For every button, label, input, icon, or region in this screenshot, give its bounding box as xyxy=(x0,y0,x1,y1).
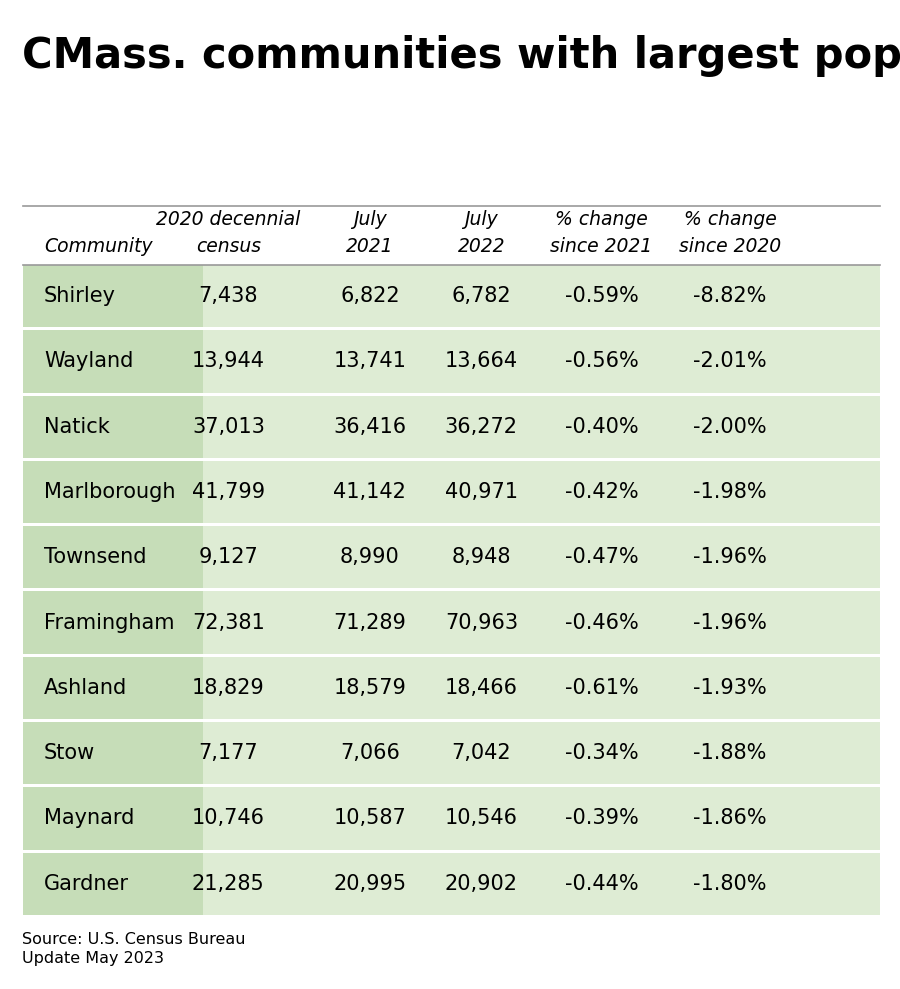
Bar xyxy=(22,461,880,523)
Text: -0.44%: -0.44% xyxy=(564,873,638,894)
Text: -0.42%: -0.42% xyxy=(564,482,638,502)
Text: Community: Community xyxy=(44,237,153,256)
Text: 21,285: 21,285 xyxy=(192,873,265,894)
Bar xyxy=(22,657,880,719)
Bar xyxy=(22,265,880,327)
Text: 7,438: 7,438 xyxy=(199,286,258,307)
Text: -1.96%: -1.96% xyxy=(693,612,767,633)
Text: -0.61%: -0.61% xyxy=(564,677,638,698)
Text: 18,579: 18,579 xyxy=(333,677,406,698)
Text: since 2021: since 2021 xyxy=(551,237,652,256)
Text: -0.40%: -0.40% xyxy=(564,416,638,437)
Text: 18,466: 18,466 xyxy=(445,677,518,698)
Text: 8,948: 8,948 xyxy=(452,547,511,568)
Text: -1.88%: -1.88% xyxy=(693,743,767,764)
Text: Shirley: Shirley xyxy=(44,286,116,307)
Text: -2.01%: -2.01% xyxy=(693,351,767,372)
Text: -1.93%: -1.93% xyxy=(693,677,767,698)
Bar xyxy=(22,722,880,784)
Text: -0.47%: -0.47% xyxy=(564,547,638,568)
Text: Natick: Natick xyxy=(44,416,110,437)
Text: CMass. communities with largest population loss: CMass. communities with largest populati… xyxy=(22,35,900,76)
Text: -1.80%: -1.80% xyxy=(693,873,767,894)
Text: % change: % change xyxy=(684,210,777,228)
Text: 13,944: 13,944 xyxy=(192,351,265,372)
Text: -8.82%: -8.82% xyxy=(693,286,767,307)
Text: July: July xyxy=(464,210,499,228)
Text: 13,741: 13,741 xyxy=(333,351,406,372)
Bar xyxy=(22,722,202,784)
Text: -1.98%: -1.98% xyxy=(693,482,767,502)
Text: 9,127: 9,127 xyxy=(199,547,258,568)
Text: Stow: Stow xyxy=(44,743,95,764)
Text: 10,587: 10,587 xyxy=(334,808,406,829)
Bar xyxy=(22,853,202,915)
Bar xyxy=(22,526,880,588)
Text: 36,272: 36,272 xyxy=(445,416,518,437)
Bar xyxy=(22,787,880,850)
Bar xyxy=(22,396,880,458)
Text: 6,822: 6,822 xyxy=(340,286,400,307)
Text: 41,142: 41,142 xyxy=(333,482,406,502)
Text: 20,902: 20,902 xyxy=(445,873,518,894)
Text: since 2020: since 2020 xyxy=(679,237,781,256)
Text: Source: U.S. Census Bureau
Update May 2023: Source: U.S. Census Bureau Update May 20… xyxy=(22,932,246,966)
Text: 37,013: 37,013 xyxy=(192,416,265,437)
Text: July: July xyxy=(353,210,387,228)
Text: 6,782: 6,782 xyxy=(452,286,511,307)
Text: 40,971: 40,971 xyxy=(445,482,518,502)
Text: -0.59%: -0.59% xyxy=(564,286,638,307)
Text: 2021: 2021 xyxy=(346,237,393,256)
Text: -1.96%: -1.96% xyxy=(693,547,767,568)
Text: 10,546: 10,546 xyxy=(445,808,518,829)
Text: 41,799: 41,799 xyxy=(192,482,265,502)
Text: -1.86%: -1.86% xyxy=(693,808,767,829)
Text: 2022: 2022 xyxy=(457,237,505,256)
Text: -0.46%: -0.46% xyxy=(564,612,638,633)
Bar xyxy=(22,591,202,654)
Text: Townsend: Townsend xyxy=(44,547,147,568)
Bar xyxy=(22,461,202,523)
Text: 20,995: 20,995 xyxy=(333,873,407,894)
Text: 13,664: 13,664 xyxy=(445,351,518,372)
Text: Framingham: Framingham xyxy=(44,612,175,633)
Bar xyxy=(22,657,202,719)
Text: 72,381: 72,381 xyxy=(192,612,265,633)
Text: Wayland: Wayland xyxy=(44,351,133,372)
Bar xyxy=(22,396,202,458)
Text: -0.56%: -0.56% xyxy=(564,351,638,372)
Text: 36,416: 36,416 xyxy=(333,416,407,437)
Text: -0.34%: -0.34% xyxy=(564,743,638,764)
Text: 7,177: 7,177 xyxy=(199,743,258,764)
Bar xyxy=(22,591,880,654)
Bar xyxy=(22,853,880,915)
Text: Maynard: Maynard xyxy=(44,808,134,829)
Bar xyxy=(22,787,202,850)
Bar xyxy=(22,265,202,327)
Text: % change: % change xyxy=(555,210,648,228)
Text: 10,746: 10,746 xyxy=(192,808,265,829)
Bar xyxy=(22,330,202,393)
Text: 71,289: 71,289 xyxy=(333,612,406,633)
Text: 8,990: 8,990 xyxy=(340,547,400,568)
Text: 70,963: 70,963 xyxy=(445,612,518,633)
Text: census: census xyxy=(196,237,261,256)
Text: -2.00%: -2.00% xyxy=(693,416,767,437)
Text: -0.39%: -0.39% xyxy=(564,808,638,829)
Text: Marlborough: Marlborough xyxy=(44,482,176,502)
Bar xyxy=(22,526,202,588)
Text: Ashland: Ashland xyxy=(44,677,127,698)
Text: 2020 decennial: 2020 decennial xyxy=(157,210,301,228)
Text: Gardner: Gardner xyxy=(44,873,129,894)
Text: 18,829: 18,829 xyxy=(192,677,265,698)
Text: 7,042: 7,042 xyxy=(452,743,511,764)
Text: 7,066: 7,066 xyxy=(340,743,400,764)
Bar xyxy=(22,330,880,393)
